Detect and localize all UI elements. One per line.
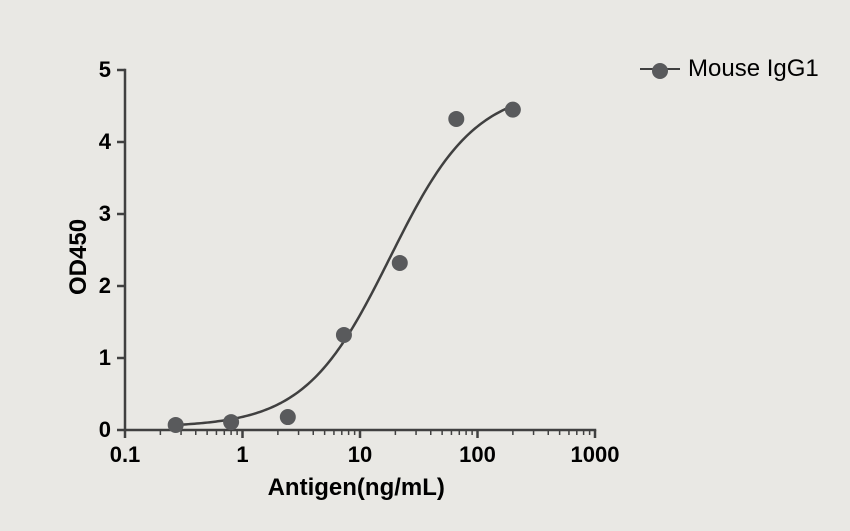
tick-label: 1 bbox=[236, 442, 248, 468]
tick-label: 4 bbox=[71, 129, 111, 155]
tick-label: 100 bbox=[459, 442, 496, 468]
tick-label: 10 bbox=[348, 442, 372, 468]
x-axis-label: Antigen(ng/mL) bbox=[268, 474, 445, 502]
legend-label: Mouse IgG1 bbox=[688, 55, 819, 83]
tick-label: 0 bbox=[71, 417, 111, 443]
tick-label: 1 bbox=[71, 345, 111, 371]
legend-sample-line bbox=[640, 68, 680, 70]
chart-root: Mouse IgG1 OD450 Antigen(ng/mL) 0123450.… bbox=[0, 0, 850, 531]
tick-label: 5 bbox=[71, 57, 111, 83]
tick-label: 2 bbox=[71, 273, 111, 299]
tick-label: 3 bbox=[71, 201, 111, 227]
legend: Mouse IgG1 bbox=[640, 55, 819, 83]
legend-marker bbox=[652, 63, 668, 79]
tick-label: 0.1 bbox=[110, 442, 141, 468]
tick-label: 1000 bbox=[571, 442, 620, 468]
